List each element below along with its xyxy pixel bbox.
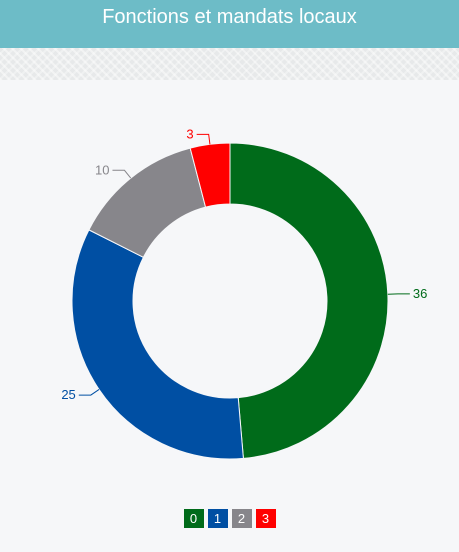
data-label-0: 36 bbox=[413, 286, 427, 301]
donut-slice-3[interactable] bbox=[189, 142, 231, 208]
legend-item-3[interactable]: 3 bbox=[255, 509, 276, 528]
decorative-band bbox=[0, 48, 459, 80]
leader-line-2 bbox=[112, 169, 132, 179]
data-label-1: 25 bbox=[61, 387, 75, 402]
donut-chart: 36 25 10 3 bbox=[61, 126, 427, 460]
chart-legend: 0 1 2 3 bbox=[0, 509, 459, 529]
page-title: Fonctions et mandats locaux bbox=[0, 0, 459, 48]
data-label-3: 3 bbox=[186, 126, 193, 141]
legend-item-1[interactable]: 1 bbox=[207, 509, 228, 528]
chart-area: 36 25 10 3 bbox=[0, 80, 459, 552]
leader-line-3 bbox=[196, 133, 211, 145]
legend-item-0[interactable]: 0 bbox=[183, 509, 204, 528]
leader-line-1 bbox=[78, 389, 100, 396]
data-label-2: 10 bbox=[95, 162, 109, 177]
donut-slice-1[interactable] bbox=[71, 229, 244, 460]
donut-slice-0[interactable] bbox=[229, 142, 389, 459]
legend-item-2[interactable]: 2 bbox=[231, 509, 252, 528]
